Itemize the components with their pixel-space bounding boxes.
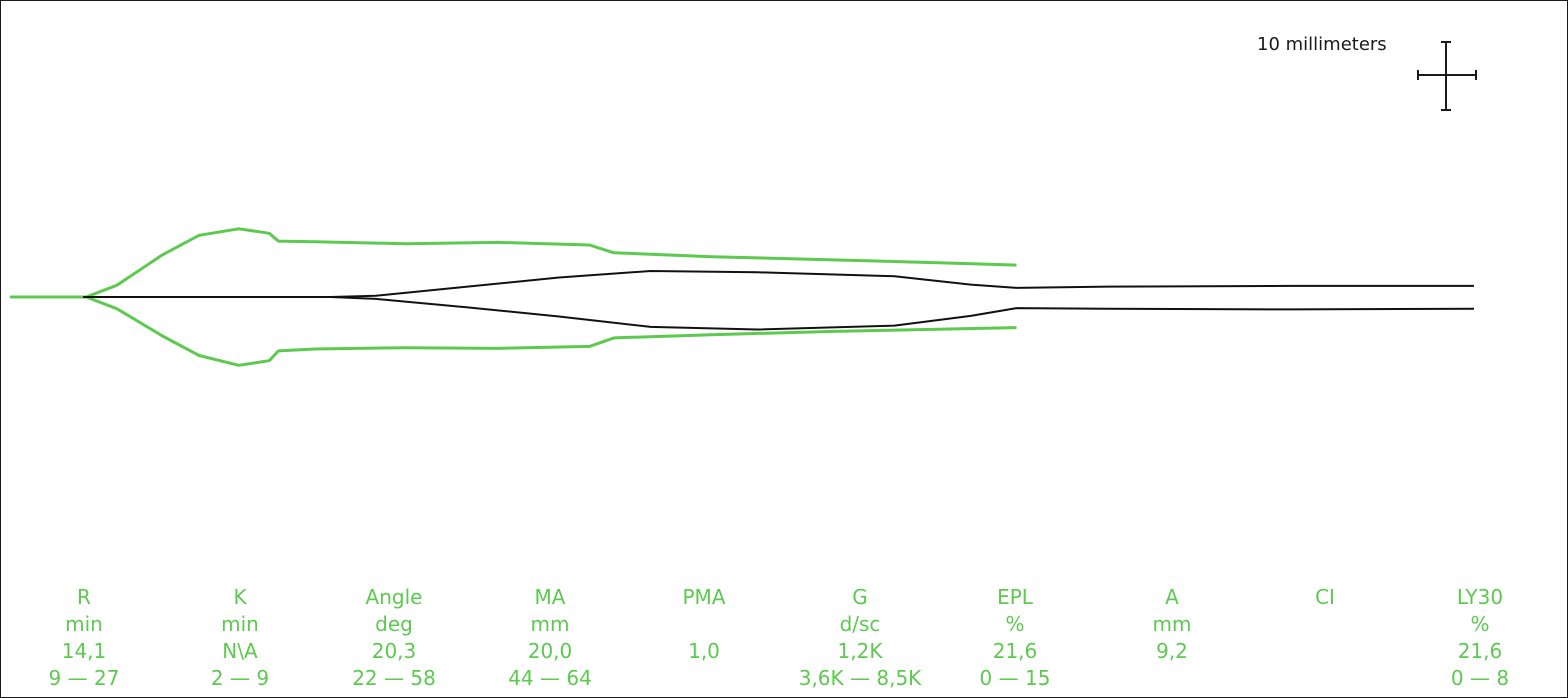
param-value: 14,1 — [61, 639, 107, 663]
param-unit: % — [1470, 612, 1490, 636]
param-value: 1,2K — [837, 639, 883, 663]
reference-envelope-lower-line — [10, 295, 1017, 367]
param-unit — [624, 611, 784, 638]
param-range: 0 — 15 — [979, 666, 1051, 690]
param-unit: min — [221, 612, 259, 636]
param-name: PMA — [682, 585, 726, 609]
tracing-lower-line — [83, 296, 1475, 331]
param-value: 20,3 — [371, 639, 417, 663]
tracing-upper-line — [83, 270, 1474, 298]
param-range: 9 — 27 — [48, 666, 120, 690]
series-layer — [10, 227, 1475, 367]
param-value: 9,2 — [1156, 639, 1188, 663]
param-value: 20,0 — [527, 639, 573, 663]
param-ci: CI — [1245, 584, 1405, 692]
param-name: K — [233, 585, 247, 609]
reference-envelope-upper-line — [10, 227, 1017, 299]
param-ma: MA mm 20,0 44 — 64 — [470, 584, 630, 692]
param-angle: Angle deg 20,3 22 — 58 — [314, 584, 474, 692]
param-value: 1,0 — [688, 639, 720, 663]
param-range — [1092, 665, 1252, 692]
param-name: MA — [534, 585, 566, 609]
param-value: N\A — [222, 639, 258, 663]
param-unit: min — [65, 612, 103, 636]
param-unit: mm — [1152, 612, 1192, 636]
param-range: 3,6K — 8,5K — [798, 666, 922, 690]
param-range: 0 — 8 — [1450, 666, 1510, 690]
param-ly30: LY30% 21,6 0 — 8 — [1400, 584, 1560, 692]
param-value — [1245, 638, 1405, 665]
param-name: EPL — [997, 585, 1033, 609]
param-unit: mm — [530, 612, 570, 636]
param-range: 44 — 64 — [508, 666, 592, 690]
param-range: 2 — 9 — [210, 666, 270, 690]
param-pma: PMA 1,0 — [624, 584, 784, 692]
param-name: Angle — [365, 585, 423, 609]
param-range: 22 — 58 — [352, 666, 436, 690]
param-unit: deg — [375, 612, 413, 636]
param-value: 21,6 — [992, 639, 1038, 663]
param-value: 21,6 — [1457, 639, 1503, 663]
scale-bar-label: 10 millimeters — [1257, 34, 1387, 55]
scale-bar-icon — [1417, 41, 1477, 111]
param-unit: % — [1005, 612, 1025, 636]
param-name: CI — [1315, 585, 1335, 609]
param-range — [1245, 665, 1405, 692]
param-unit — [1245, 611, 1405, 638]
param-unit: d/sc — [839, 612, 881, 636]
param-name: G — [852, 585, 868, 609]
param-name: R — [77, 585, 91, 609]
param-range — [624, 665, 784, 692]
param-name: LY30 — [1456, 585, 1504, 609]
param-epl: EPL% 21,6 0 — 15 — [935, 584, 1095, 692]
param-name: A — [1165, 585, 1179, 609]
